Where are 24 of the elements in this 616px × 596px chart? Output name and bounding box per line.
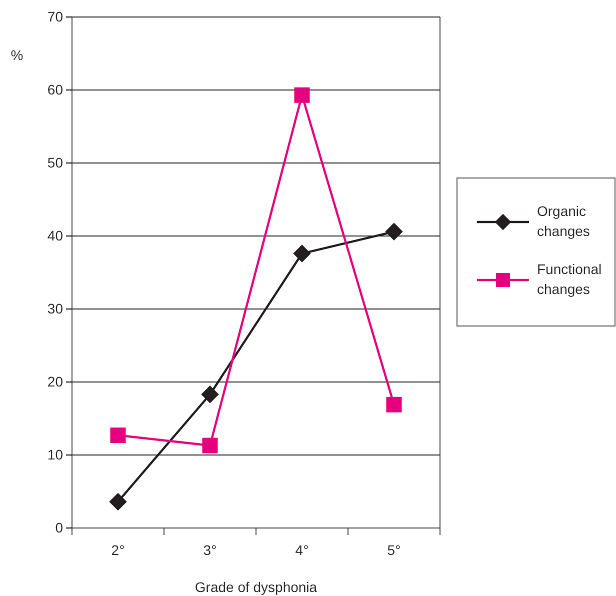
point	[294, 87, 310, 103]
point	[386, 396, 402, 412]
point	[202, 438, 218, 454]
x-tick-label: 2°	[111, 542, 125, 558]
point	[293, 244, 311, 262]
point	[201, 386, 219, 404]
y-tick-label: 70	[47, 8, 64, 24]
x-tick-label: 5°	[387, 542, 401, 558]
y-tick-label: 20	[47, 373, 64, 390]
x-tick-label: 4°	[295, 542, 309, 558]
y-axis-title: %	[10, 47, 24, 63]
y-tick-label: 40	[47, 227, 64, 244]
point	[110, 428, 126, 444]
y-tick-label: 0	[55, 519, 64, 536]
x-tick-label: 3°	[203, 542, 217, 558]
y-tick-label: 30	[47, 300, 64, 316]
x-axis-title: Grade of dysphonia	[194, 579, 318, 595]
y-tick-label: 10	[47, 446, 64, 462]
point	[385, 222, 403, 240]
y-tick-label: 60	[47, 81, 64, 98]
point	[109, 492, 127, 511]
legend-label: Organic changes	[537, 203, 590, 239]
y-tick-label: 50	[47, 154, 64, 170]
legend-label: Functional changes	[537, 261, 602, 297]
